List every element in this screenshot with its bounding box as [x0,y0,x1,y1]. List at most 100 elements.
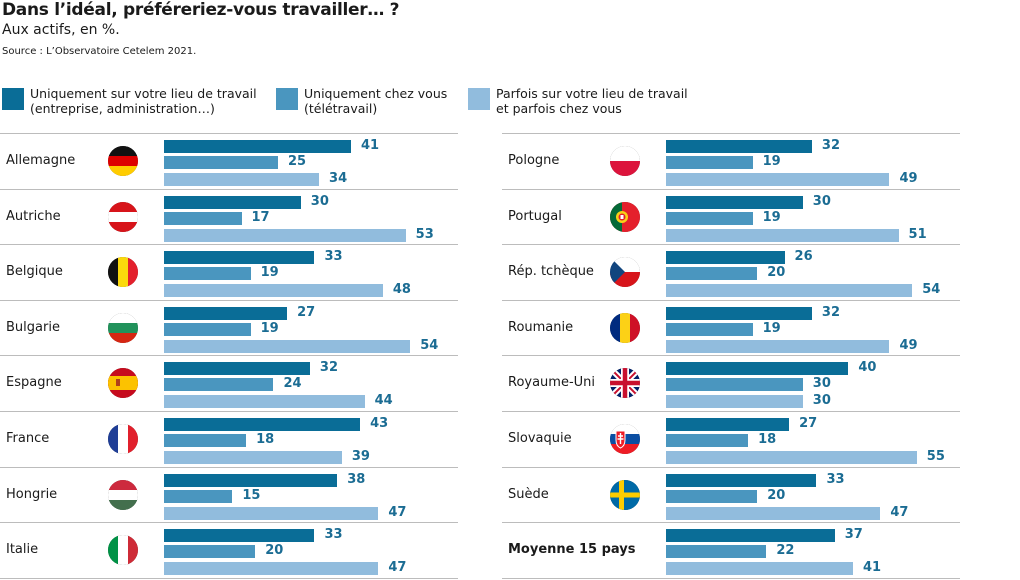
country-label: Italie [6,542,39,558]
country-label: Hongrie [6,486,58,502]
value-label-office: 27 [799,416,818,431]
slovakia-flag-icon [610,424,640,454]
value-label-office: 40 [858,360,877,376]
country-label: Moyenne 15 pays [508,542,636,558]
bar-hybrid [666,562,853,576]
bar-office [164,418,361,431]
bar-hybrid [164,395,365,409]
bar-home [164,378,274,392]
bar-home [666,489,758,503]
bar-office [666,418,790,431]
chart-subtitle: Aux actifs, en %. [2,22,120,38]
value-label-office: 41 [360,138,380,153]
panel-bottom-rule [502,577,960,579]
portugal-flag-icon [610,201,640,232]
value-label-office: 30 [310,193,329,209]
country-label: Espagne [6,375,62,391]
bar-hybrid [666,395,803,409]
bar-hybrid [164,228,406,242]
bar-hybrid [164,339,411,353]
bar-hybrid [164,284,383,298]
poland-flag-icon [610,146,640,176]
value-label-office: 30 [812,193,831,209]
value-label-home: 19 [260,265,279,281]
bar-hybrid [666,284,913,298]
bar-home [164,545,256,559]
country-label: France [6,431,50,446]
bar-office [164,362,310,376]
value-label-hybrid: 49 [899,337,918,353]
bar-home [666,434,749,447]
bar-office [666,306,812,320]
country-label: Bulgarie [6,319,60,335]
row-pologne: Pologne 32 19 49 [502,133,960,189]
value-label-hybrid: 47 [388,504,407,520]
belgium-flag-icon [108,257,138,288]
bar-home [666,267,758,281]
value-label-hybrid: 48 [392,282,411,298]
legend-item-office: Uniquement sur votre lieu de travail (en… [2,86,257,116]
value-label-hybrid: 30 [812,393,831,409]
country-label: Rép. tchèque [508,264,594,280]
chart-panel-right: Pologne 32 19 49 Portugal 30 19 51 Rép. tchèque 2… [502,133,960,580]
value-label-home: 18 [256,432,275,447]
row-suede: Suède 33 20 47 [502,466,960,523]
country-label: Royaume-Uni [508,375,596,391]
value-label-home: 19 [762,209,781,225]
value-label-home: 17 [251,209,270,225]
france-flag-icon [108,424,138,454]
bar-office [666,362,849,376]
row-moyenne-15-pays: Moyenne 15 pays 37 22 41 [502,522,960,578]
value-label-hybrid: 54 [420,337,439,353]
bar-home [164,156,278,169]
sweden-flag-icon [610,479,640,510]
bar-office [164,306,288,320]
row-belgique: Belgique 33 19 48 [0,244,458,300]
row-bulgarie: Bulgarie 27 19 54 [0,299,458,356]
chart-source: Source : L’Observatoire Cetelem 2021. [2,46,197,57]
row-italie: Italie 33 20 47 [0,522,458,578]
value-label-office: 32 [821,304,840,320]
bar-office [666,473,817,487]
legend-label-office: Uniquement sur votre lieu de travail (en… [30,86,257,116]
value-label-office: 38 [347,471,366,487]
germany-flag-icon [108,146,138,176]
value-label-office: 37 [844,527,863,543]
value-label-office: 33 [324,527,343,543]
country-label: Allemagne [6,153,76,168]
row-roumanie: Roumanie 32 19 49 [502,299,960,356]
hungary-flag-icon [108,479,138,510]
row-rep-tcheque: Rép. tchèque 26 20 54 [502,244,960,300]
austria-flag-icon [108,201,138,232]
country-label: Suède [508,486,549,502]
value-label-home: 15 [242,487,261,503]
value-label-home: 20 [265,543,284,559]
bar-hybrid [164,506,379,520]
value-label-hybrid: 47 [890,504,909,520]
bar-office [666,140,812,153]
value-label-hybrid: 41 [862,560,882,576]
row-royaume-uni: Royaume-Uni 40 30 30 [502,355,960,411]
value-label-home: 22 [776,543,795,559]
spain-flag-icon [108,368,138,399]
country-label: Autriche [6,208,61,224]
value-label-home: 30 [812,376,831,392]
country-label: Pologne [508,153,560,168]
value-label-home: 19 [762,154,781,169]
bar-office [164,473,338,487]
bar-home [666,545,767,559]
row-france: France 43 18 39 [0,411,458,467]
value-label-office: 32 [821,138,840,153]
bar-office [666,195,803,209]
bar-office [666,529,835,543]
value-label-home: 25 [288,154,307,169]
bar-hybrid [666,173,890,186]
value-label-hybrid: 54 [922,282,941,298]
value-label-hybrid: 34 [329,171,348,186]
legend-swatch-hybrid [468,88,490,110]
bar-hybrid [666,451,917,464]
row-autriche: Autriche 30 17 53 [0,188,458,245]
value-label-hybrid: 55 [926,449,945,464]
row-portugal: Portugal 30 19 51 [502,188,960,245]
bulgaria-flag-icon [108,312,138,343]
